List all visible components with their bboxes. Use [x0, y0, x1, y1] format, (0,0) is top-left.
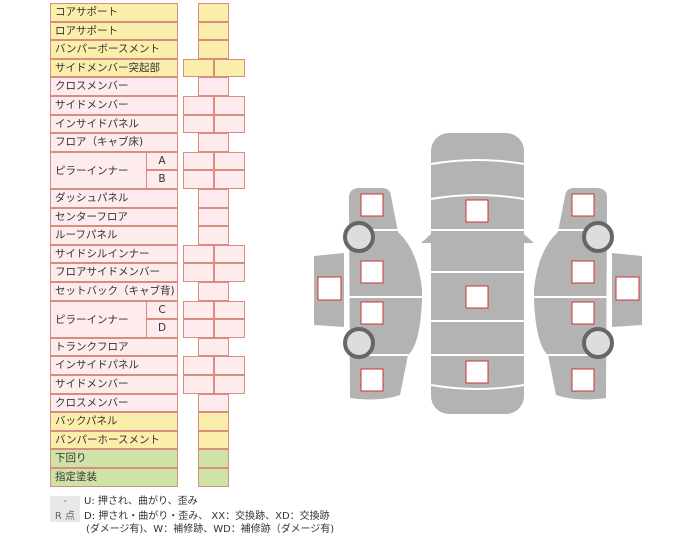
- input-cell[interactable]: [198, 21, 229, 41]
- input-cell[interactable]: [183, 319, 214, 338]
- input-cell[interactable]: [198, 207, 229, 227]
- input-cell[interactable]: [198, 393, 229, 413]
- input-cell[interactable]: [214, 58, 245, 78]
- row-label: トランクフロア: [50, 337, 178, 357]
- input-cell[interactable]: [198, 282, 229, 301]
- marker-roof-center[interactable]: [465, 285, 489, 309]
- marker-left-front-door[interactable]: [360, 260, 384, 284]
- input-cell[interactable]: [198, 189, 229, 208]
- mirror-right: [524, 234, 534, 243]
- row-label: サイドメンバー突起部: [50, 58, 178, 78]
- row-label: フロアサイドメンバー: [50, 263, 178, 282]
- input-cell[interactable]: [183, 170, 214, 189]
- input-cell[interactable]: [214, 263, 245, 282]
- marker-front[interactable]: [317, 276, 342, 301]
- marker-left-rear-fender[interactable]: [360, 368, 384, 392]
- row-label: バンパーホースメント: [50, 430, 178, 450]
- marker-right-rear-door[interactable]: [571, 260, 595, 284]
- input-cell[interactable]: [214, 96, 245, 115]
- row-label: ロアサポート: [50, 21, 178, 41]
- input-cell[interactable]: [183, 300, 214, 320]
- input-cell[interactable]: [214, 170, 245, 189]
- input-cell[interactable]: [214, 319, 245, 338]
- wheel-icon: [582, 221, 614, 253]
- row-sublabel: C: [146, 300, 178, 320]
- input-cell[interactable]: [214, 356, 245, 375]
- input-cell[interactable]: [183, 244, 214, 264]
- marker-left-rear-door[interactable]: [360, 301, 384, 325]
- row-label: センターフロア: [50, 207, 178, 227]
- input-cell[interactable]: [214, 300, 245, 320]
- legend-key-dash: -: [50, 496, 80, 507]
- marker-roof-front[interactable]: [465, 199, 489, 223]
- marker-right-front-door[interactable]: [571, 301, 595, 325]
- input-cell[interactable]: [183, 58, 214, 78]
- input-cell[interactable]: [214, 114, 245, 134]
- marker-right-front-fender[interactable]: [571, 368, 595, 392]
- row-label: ダッシュパネル: [50, 189, 178, 208]
- row-label: 下回り: [50, 449, 178, 468]
- row-label: クロスメンバー: [50, 393, 178, 413]
- legend-key-r: R 点: [50, 507, 80, 522]
- car-top-view: [431, 133, 524, 414]
- input-cell[interactable]: [214, 375, 245, 394]
- row-label: インサイドパネル: [50, 356, 178, 375]
- wheels: [343, 221, 614, 359]
- marker-left-front-fender[interactable]: [360, 193, 384, 217]
- row-label: コアサポート: [50, 3, 178, 22]
- input-cell[interactable]: [183, 114, 214, 134]
- marker-trunk[interactable]: [465, 360, 489, 384]
- input-cell[interactable]: [198, 337, 229, 357]
- legend-text: U: 押され、曲がり、歪み: [84, 496, 198, 507]
- input-cell[interactable]: [198, 226, 229, 245]
- wheel-icon: [582, 327, 614, 359]
- input-cell[interactable]: [198, 77, 229, 96]
- input-cell[interactable]: [183, 375, 214, 394]
- input-cell[interactable]: [198, 412, 229, 431]
- wheel-icon: [343, 221, 375, 253]
- row-label: ルーフパネル: [50, 226, 178, 245]
- input-cell[interactable]: [198, 133, 229, 152]
- row-label: サイドシルインナー: [50, 244, 178, 264]
- legend-line-2: R 点 D: 押され・曲がり・歪み、 XX：交換跡、XD：交換跡: [50, 507, 330, 522]
- input-cell[interactable]: [183, 356, 214, 375]
- row-label: バックパネル: [50, 412, 178, 431]
- input-cell[interactable]: [198, 3, 229, 22]
- input-cell[interactable]: [183, 263, 214, 282]
- marker-rear[interactable]: [615, 276, 640, 301]
- car-right-side: [534, 188, 607, 400]
- row-label: バンパーボースメント: [50, 40, 178, 59]
- row-label: クロスメンバー: [50, 77, 178, 96]
- marker-right-rear-fender[interactable]: [571, 193, 595, 217]
- row-sublabel: B: [146, 170, 178, 189]
- row-label: インサイドパネル: [50, 114, 178, 134]
- input-cell[interactable]: [198, 449, 229, 468]
- input-cell[interactable]: [183, 96, 214, 115]
- legend-line-1: - U: 押され、曲がり、歪み: [50, 492, 198, 507]
- input-cell[interactable]: [214, 244, 245, 264]
- input-cell[interactable]: [198, 40, 229, 59]
- row-label: サイドメンバー: [50, 96, 178, 115]
- input-cell[interactable]: [198, 430, 229, 450]
- legend-line-3: (ダメージ有)、W：補修跡、WD：補修跡（ダメージ有): [86, 524, 335, 535]
- wheel-icon: [343, 327, 375, 359]
- input-cell[interactable]: [198, 468, 229, 487]
- car-left-side: [349, 188, 422, 400]
- row-label: 指定塗装: [50, 468, 178, 487]
- input-cell[interactable]: [183, 151, 214, 171]
- row-label: セットバック（キャブ背): [50, 282, 178, 301]
- legend-text: D: 押され・曲がり・歪み、 XX：交換跡、XD：交換跡: [84, 511, 330, 522]
- input-cell[interactable]: [214, 151, 245, 171]
- row-sublabel: D: [146, 319, 178, 338]
- mirror-left: [421, 234, 431, 243]
- row-label: サイドメンバー: [50, 375, 178, 394]
- row-label: フロア（キャブ床): [50, 133, 178, 152]
- row-sublabel: A: [146, 151, 178, 171]
